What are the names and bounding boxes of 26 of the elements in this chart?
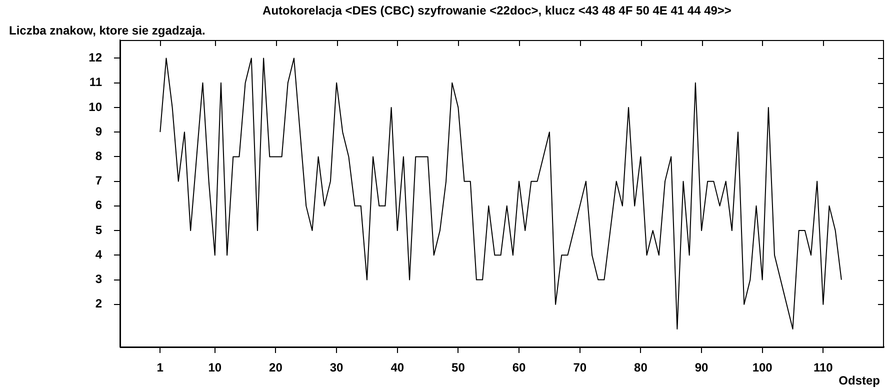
y-axis-title: Liczba znakow, ktore sie zgadzaja. bbox=[9, 23, 206, 38]
y-tick-label: 3 bbox=[95, 272, 102, 286]
x-tick-label: 1 bbox=[156, 360, 164, 375]
x-tick-label: 90 bbox=[694, 360, 709, 375]
y-tick-label: 7 bbox=[95, 174, 102, 188]
x-tick-label: 50 bbox=[452, 360, 466, 375]
x-tick-label: 60 bbox=[512, 360, 526, 375]
y-tick-label: 11 bbox=[89, 75, 102, 90]
y-tick-label: 6 bbox=[95, 198, 102, 212]
y-tick-label: 10 bbox=[88, 100, 102, 114]
x-tick-label: 100 bbox=[752, 360, 773, 375]
x-tick-label: 70 bbox=[573, 360, 587, 375]
y-tick-label: 4 bbox=[95, 247, 102, 262]
x-tick-label: 20 bbox=[269, 360, 283, 375]
x-tick-label: 30 bbox=[330, 360, 344, 375]
x-tick-label: 10 bbox=[208, 360, 222, 375]
y-tick-label: 8 bbox=[95, 149, 102, 164]
chart-title: Autokorelacja <DES (CBC) szyfrowanie <22doc>, klucz <43 48 4F 50 4E 41 44 49>> bbox=[262, 3, 732, 18]
x-axis-title: Odstep bbox=[838, 373, 880, 388]
x-tick-label: 110 bbox=[813, 360, 834, 375]
y-tick-label: 9 bbox=[95, 124, 102, 138]
x-tick-label: 80 bbox=[634, 360, 648, 375]
x-tick-label: 40 bbox=[390, 360, 404, 375]
y-tick-label: 5 bbox=[95, 222, 102, 237]
y-tick-label: 12 bbox=[88, 50, 102, 65]
y-tick-label: 2 bbox=[95, 296, 102, 311]
